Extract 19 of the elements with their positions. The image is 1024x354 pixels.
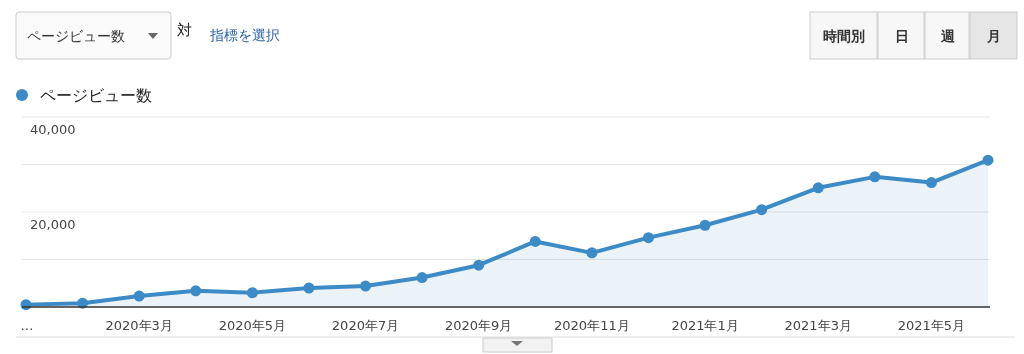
text: 指標を選択 [209,27,280,43]
x-tick-label: 2020年5月 [218,318,287,333]
text: 週 [939,28,956,44]
x-tick-label: 2020年3月 [105,318,173,333]
x-tick-label: 2020年7月 [331,318,400,333]
x-tick-label: 2021年1月 [671,318,739,333]
text: 対 [177,21,192,39]
legend-label: ページビュー数 [40,86,152,105]
x-tick-label: … [20,318,34,333]
x-tick-label: 2021年3月 [784,318,852,333]
text: 時間別 [823,28,865,44]
y-tick-label: 20,000 [30,217,76,232]
y-tick-label: 40,000 [30,122,76,137]
text: ページビュー数 [27,28,125,44]
text: 日 [894,28,909,44]
x-tick-label: 2020年11月 [554,318,630,333]
text: 月 [986,28,1001,44]
x-tick-label: 2020年9月 [445,318,513,333]
x-tick-label: 2021年5月 [897,318,966,333]
